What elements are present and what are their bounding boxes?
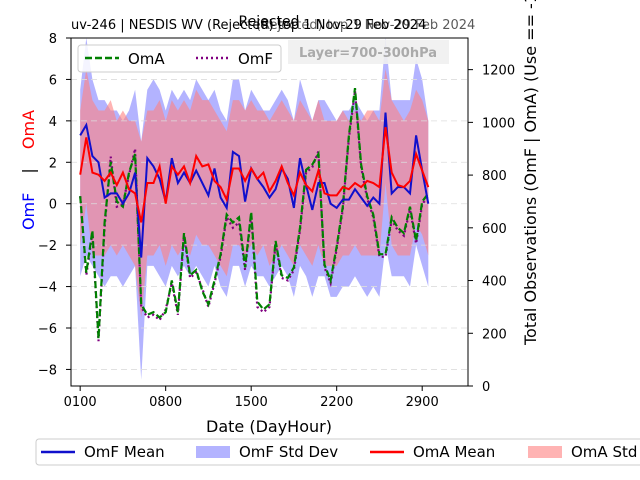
layer-label-box <box>288 40 449 64</box>
y-left-axis-ticks: 8 6 4 2 0 −2 −4 −6 −8 <box>38 32 71 378</box>
y-left-tick-label: −2 <box>38 239 57 254</box>
y-right-tick-label: 400 <box>482 275 507 290</box>
y-label-oma: OmA <box>19 110 38 149</box>
x-tick-label: 2200 <box>320 395 353 410</box>
y-label-sep: | <box>19 168 38 173</box>
legend-omf-std-label: OmF Std Dev <box>239 443 338 461</box>
x-axis-ticks: 0100 0800 1500 2200 2900 <box>64 386 439 410</box>
oma-count-line <box>79 87 430 339</box>
legend-omf-std-swatch <box>196 446 230 458</box>
y-left-tick-label: 0 <box>49 198 57 213</box>
layer-label: Layer=700-300hPa <box>299 46 437 61</box>
y-left-tick-label: 4 <box>49 115 57 130</box>
y-right-tick-label: 600 <box>482 222 507 237</box>
chart-title-center: Rejected <box>239 14 300 30</box>
y-right-tick-label: 800 <box>482 169 507 184</box>
x-tick-label: 2900 <box>406 395 439 410</box>
y-left-tick-label: 6 <box>49 73 57 88</box>
oma-mean-line <box>79 126 430 223</box>
legend-bottom-box <box>35 438 640 466</box>
y-left-tick-label: −6 <box>38 322 57 337</box>
legend-oma-std-swatch <box>528 446 562 458</box>
legend-top: OmA OmF <box>77 44 282 73</box>
legend-omf-mean-label: OmF Mean <box>84 443 165 461</box>
y-right-tick-label: 1200 <box>482 64 515 79</box>
y-right-tick-label: 1000 <box>482 116 515 131</box>
legend-bottom: OmF Mean OmF Std Dev OmA Mean OmA Std De… <box>35 438 640 466</box>
legend-oma-std-label: OmA Std Dev <box>571 443 640 461</box>
y-right-tick-label: 0 <box>482 380 490 395</box>
y-left-tick-label: 2 <box>49 156 57 171</box>
y-right-axis-ticks: 0 200 400 600 800 1000 1200 <box>468 64 515 395</box>
std-dev-bands <box>80 38 429 380</box>
legend-oma-mean-label: OmA Mean <box>413 443 495 461</box>
y-right-tick-label: 200 <box>482 327 507 342</box>
x-tick-label: 0100 <box>64 395 97 410</box>
series-lines <box>79 87 430 342</box>
y-left-axis-label: OmF | OmA <box>19 110 38 230</box>
x-tick-label: 1500 <box>235 395 268 410</box>
x-axis-label: Date (DayHour) <box>206 417 332 436</box>
svg-text:OmF | OmA: OmF | OmA <box>19 110 38 230</box>
plot-frame <box>70 37 469 387</box>
y-label-omf: OmF <box>19 193 38 230</box>
oma-std-dev-band <box>80 69 429 318</box>
legend-omf-label: OmF <box>238 50 273 68</box>
y-right-axis-label: Total Observations (OmF | OmA) (Use == -… <box>521 0 540 346</box>
x-tick-label: 0800 <box>149 395 182 410</box>
y-left-tick-label: 8 <box>49 32 57 47</box>
chart-title-overlap: (Rejected) top 1 Nov-29 Feb 2024 <box>256 18 475 33</box>
legend-top-box <box>77 44 282 73</box>
y-left-tick-label: −8 <box>38 363 57 378</box>
y-left-tick-label: −4 <box>38 281 57 296</box>
legend-oma-label: OmA <box>128 50 165 68</box>
chart-title-left: uv-246 | NESDIS WV (Rejected) top 1 Nov-… <box>71 18 426 33</box>
